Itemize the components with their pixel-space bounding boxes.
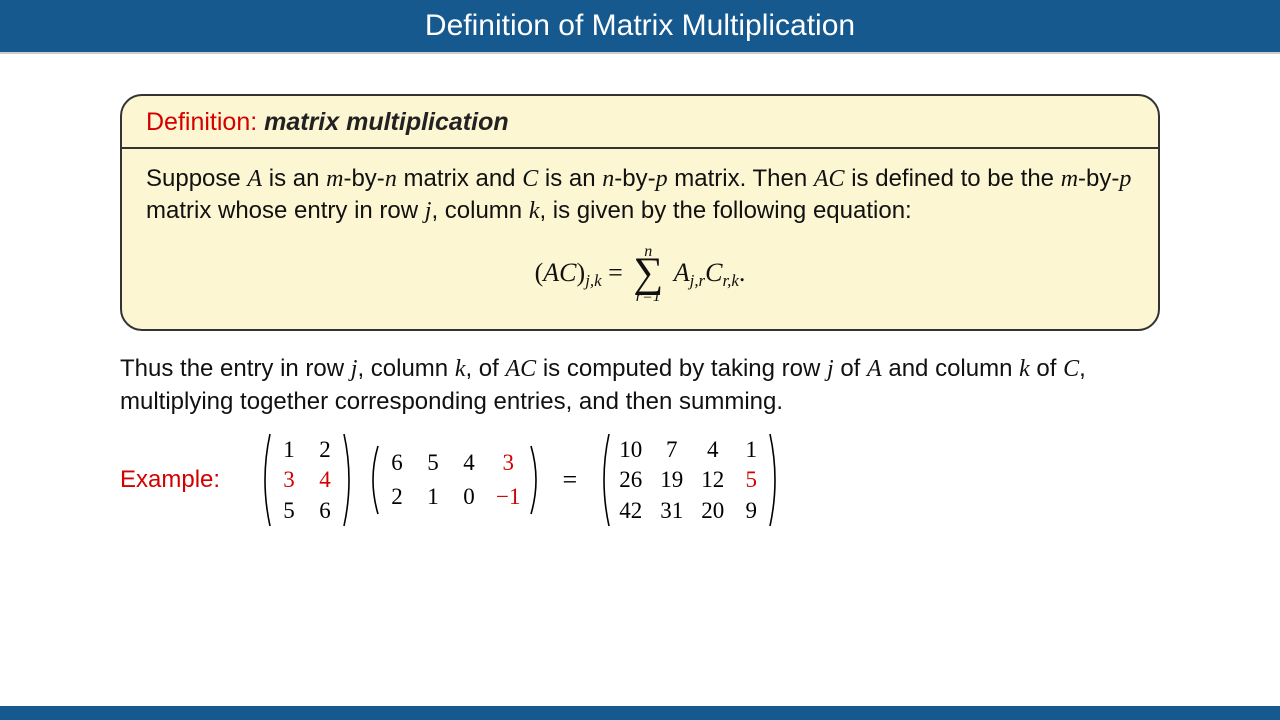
content-area: Definition: matrix multiplication Suppos… <box>0 54 1280 528</box>
matrix-A: 123456 <box>258 432 356 528</box>
definition-box: Definition: matrix multiplication Suppos… <box>120 94 1160 331</box>
matrix-result: 10 741 26 19 12 5 42 31 20 9 <box>597 432 782 528</box>
left-paren <box>597 432 611 528</box>
matrix-cell: 10 <box>619 437 642 463</box>
right-paren <box>342 432 356 528</box>
title-bar: Definition of Matrix Multiplication <box>0 0 1280 54</box>
definition-header: Definition: matrix multiplication <box>122 96 1158 149</box>
footer-bar <box>0 706 1280 720</box>
matrix-C: 6543 210 −1 <box>366 444 542 516</box>
matrix-cell: 5 <box>424 450 442 476</box>
equals-sign: = <box>563 465 578 495</box>
matrix-cell: −1 <box>496 484 520 510</box>
eq-rhs: Aj,rCr,k. <box>674 258 746 287</box>
definition-body: Suppose A is an m-by-n matrix and C is a… <box>122 149 1158 329</box>
matrix-cell: 4 <box>460 450 478 476</box>
left-paren <box>258 432 272 528</box>
matrix-cell: 5 <box>742 467 760 493</box>
matrix-cell: 2 <box>316 437 334 463</box>
sum-lower: r=1 <box>633 289 663 305</box>
matrix-cell: 5 <box>280 498 298 524</box>
example-label: Example: <box>120 466 220 494</box>
matrix-cell: 1 <box>424 484 442 510</box>
matrix-cell: 1 <box>280 437 298 463</box>
matrix-cell: 6 <box>388 450 406 476</box>
summation: n ∑ r=1 <box>633 244 663 306</box>
matrix-cell: 42 <box>619 498 642 524</box>
explanation-text: Thus the entry in row j, column k, of AC… <box>120 353 1160 418</box>
definition-label: Definition: <box>146 108 257 136</box>
sigma-symbol: ∑ <box>633 256 663 292</box>
matrix-cell: 4 <box>316 467 334 493</box>
matrix-cell: 1 <box>742 437 760 463</box>
eq-lhs: (AC)j,k <box>535 258 602 287</box>
right-paren <box>768 432 782 528</box>
matrix-cell: 7 <box>660 437 683 463</box>
matrix-cell: 2 <box>388 484 406 510</box>
right-paren <box>529 444 543 516</box>
left-paren <box>366 444 380 516</box>
definition-term: matrix multiplication <box>264 108 508 136</box>
matrix-cell: 26 <box>619 467 642 493</box>
page-title: Definition of Matrix Multiplication <box>425 9 855 43</box>
matrix-cell: 3 <box>280 467 298 493</box>
matrix-cell: 4 <box>701 437 724 463</box>
matrix-cell: 19 <box>660 467 683 493</box>
matrix-cell: 3 <box>496 450 520 476</box>
matrix-cell: 20 <box>701 498 724 524</box>
definition-text: Suppose A is an m-by-n matrix and C is a… <box>146 163 1134 228</box>
definition-equation: (AC)j,k = n ∑ r=1 Aj,rCr,k. <box>146 244 1134 306</box>
matrix-cell: 0 <box>460 484 478 510</box>
matrix-cell: 12 <box>701 467 724 493</box>
matrix-cell: 6 <box>316 498 334 524</box>
matrix-cell: 9 <box>742 498 760 524</box>
matrix-cell: 31 <box>660 498 683 524</box>
example-row: Example: 123456 6543210−1 = 107412619125… <box>120 432 1160 528</box>
